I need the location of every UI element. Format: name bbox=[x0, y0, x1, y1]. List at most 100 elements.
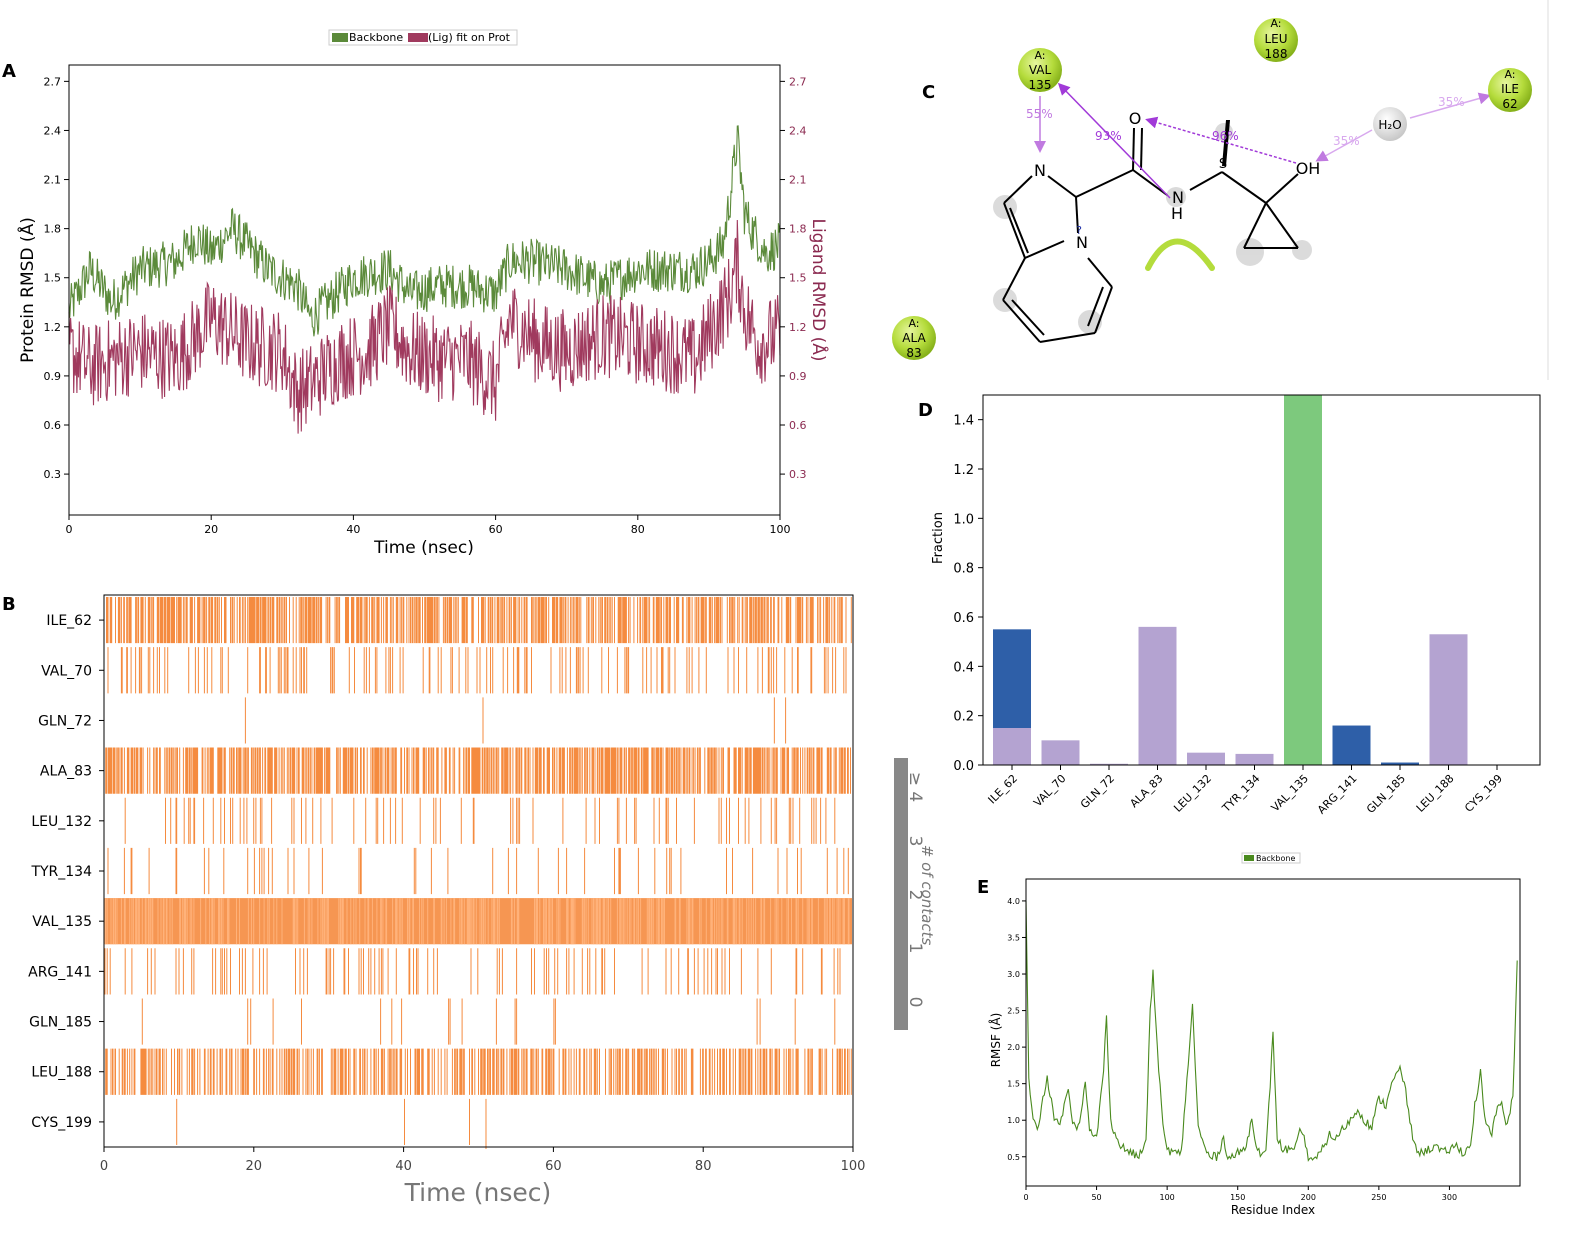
rmsd-x-tick-label: 80 bbox=[631, 523, 645, 536]
water-bridge-arrow-oh bbox=[1315, 129, 1373, 162]
rmsf-x-axis-label: Residue Index bbox=[1231, 1203, 1315, 1217]
ligand-structure bbox=[1002, 127, 1299, 343]
rmsf-x-tick-label: 300 bbox=[1442, 1193, 1457, 1202]
svg-text:A:: A: bbox=[908, 317, 919, 330]
svg-text:O: O bbox=[1129, 109, 1142, 128]
fraction-x-tick-label: CYS_199 bbox=[1462, 772, 1505, 815]
contacts-timeline: ILE_62 VAL_70 GLN_72 ALA_83 LEU_132 TYR_134 VA… bbox=[28, 594, 936, 1207]
fraction-bar bbox=[1381, 762, 1419, 765]
rmsf-x-tick-label: 200 bbox=[1301, 1193, 1316, 1202]
contacts-x-tick-label: 20 bbox=[246, 1159, 263, 1174]
fraction-bar bbox=[1429, 634, 1468, 765]
residue-leu188: A: LEU 188 bbox=[1254, 17, 1298, 62]
fraction-x-tick-label: VAL_70 bbox=[1031, 772, 1068, 809]
rmsf-y-tick-label: 4.0 bbox=[1007, 897, 1020, 906]
svg-text:?: ? bbox=[1076, 224, 1082, 237]
legend-rmsf-backbone: Backbone bbox=[1256, 854, 1295, 863]
svg-text:N: N bbox=[1034, 161, 1046, 180]
rmsd-right-tick-label: 1.8 bbox=[789, 223, 807, 236]
svg-text:LEU: LEU bbox=[1264, 32, 1287, 46]
fraction-x-tick-label: ILE_62 bbox=[986, 772, 1021, 807]
residue-label: GLN_72 bbox=[38, 713, 92, 729]
rmsd-y-tick-label: 1.2 bbox=[44, 321, 62, 334]
panel-label-b: B bbox=[2, 594, 16, 615]
svg-text:A:: A: bbox=[1034, 49, 1045, 62]
rmsf-x-tick-label: 50 bbox=[1091, 1193, 1101, 1202]
svg-text:188: 188 bbox=[1265, 47, 1288, 61]
rmsd-y-tick-label: 2.4 bbox=[44, 124, 62, 137]
legend-ligand: (Lig) fit on Prot bbox=[428, 31, 511, 44]
fraction-y-tick-label: 0.0 bbox=[953, 759, 974, 774]
contact-stripes bbox=[124, 797, 836, 844]
rmsd-right-tick-label: 1.5 bbox=[789, 272, 807, 285]
contact-stripes bbox=[105, 1048, 852, 1095]
colorbar-tick-label: 1 bbox=[905, 943, 925, 954]
svg-text:N: N bbox=[1076, 233, 1088, 252]
svg-text:H: H bbox=[1171, 204, 1183, 223]
rmsd-right-tick-label: 0.9 bbox=[789, 370, 807, 383]
svg-text:135: 135 bbox=[1029, 78, 1052, 92]
percent-val135-n: 55% bbox=[1026, 107, 1053, 121]
rmsf-y-tick-label: 0.5 bbox=[1007, 1153, 1020, 1162]
rmsd-x-tick-label: 0 bbox=[66, 523, 73, 536]
contact-stripes bbox=[176, 1098, 487, 1149]
percent-water-ile62: 35% bbox=[1438, 95, 1465, 109]
rmsd-x-tick-label: 100 bbox=[770, 523, 791, 536]
rmsf-x-tick-label: 150 bbox=[1230, 1193, 1245, 1202]
rmsd-legend: Backbone (Lig) fit on Prot bbox=[328, 29, 518, 46]
residue-label: VAL_70 bbox=[41, 663, 92, 679]
rmsd-right-tick-label: 2.7 bbox=[789, 75, 807, 88]
rmsf-y-tick-label: 2.0 bbox=[1007, 1043, 1020, 1052]
rmsd-right-tick-label: 1.2 bbox=[789, 321, 807, 334]
fraction-bar bbox=[1332, 725, 1371, 765]
residue-label: LEU_188 bbox=[31, 1065, 92, 1081]
fraction-bar bbox=[993, 629, 1031, 728]
contact-stripes bbox=[107, 647, 847, 694]
rmsf-y-tick-label: 3.5 bbox=[1007, 933, 1020, 942]
fraction-bar bbox=[1235, 753, 1274, 765]
rmsd-x-tick-label: 20 bbox=[204, 523, 218, 536]
rmsd-x-axis-label: Time (nsec) bbox=[373, 538, 474, 558]
svg-text:OH: OH bbox=[1296, 159, 1321, 178]
svg-text:83: 83 bbox=[906, 346, 921, 360]
fraction-x-tick-label: VAL_135 bbox=[1269, 772, 1311, 814]
fraction-y-tick-label: 1.0 bbox=[953, 512, 974, 527]
rmsd-series-line-1 bbox=[68, 219, 781, 434]
hbond-arrow-nh-val135 bbox=[1057, 82, 1171, 199]
fraction-y-tick-label: 0.6 bbox=[953, 611, 974, 626]
svg-text:N: N bbox=[1172, 188, 1184, 207]
percent-nh-val135: 93% bbox=[1095, 129, 1122, 143]
residue-label: VAL_135 bbox=[32, 914, 92, 930]
rmsf-y-axis-label: RMSF (Å) bbox=[988, 1013, 1003, 1068]
fraction-y-axis-label: Fraction bbox=[931, 512, 946, 564]
rmsd-series-line-0 bbox=[68, 125, 781, 337]
rmsf-legend: Backbone bbox=[1241, 852, 1301, 864]
contacts-x-tick-label: 80 bbox=[695, 1159, 712, 1174]
fraction-x-tick-label: LEU_132 bbox=[1171, 772, 1214, 815]
fraction-y-tick-label: 0.8 bbox=[953, 562, 974, 577]
rmsf-series-line bbox=[1025, 900, 1518, 1162]
fraction-x-tick-label: TYR_134 bbox=[1219, 772, 1263, 816]
colorbar-tick-label: 2 bbox=[905, 890, 925, 901]
fraction-x-tick-label: GLN_72 bbox=[1078, 772, 1117, 811]
fraction-x-tick-label: GLN_185 bbox=[1364, 772, 1408, 816]
rmsd-y-tick-label: 0.3 bbox=[44, 468, 62, 481]
svg-text:ALA: ALA bbox=[902, 331, 926, 345]
fraction-x-tick-label: ARG_141 bbox=[1315, 772, 1360, 817]
rmsd-y-tick-label: 1.8 bbox=[44, 223, 62, 236]
contacts-x-tick-label: 0 bbox=[100, 1159, 108, 1174]
rmsd-x-tick-label: 40 bbox=[346, 523, 360, 536]
colorbar-tick-label: 0 bbox=[905, 997, 925, 1008]
rmsd-left-axis-label: Protein RMSD (Å) bbox=[16, 217, 38, 363]
fraction-y-tick-label: 1.4 bbox=[953, 414, 974, 429]
residue-label: ALA_83 bbox=[40, 764, 92, 780]
contact-stripes bbox=[107, 847, 849, 895]
residue-ala83: A: ALA 83 bbox=[892, 316, 936, 360]
rmsf-x-tick-label: 100 bbox=[1160, 1193, 1175, 1202]
percent-water-oh: 35% bbox=[1333, 134, 1360, 148]
rmsd-right-axis-label: Ligand RMSD (Å) bbox=[808, 218, 830, 361]
panel-label-e: E bbox=[977, 877, 989, 898]
residue-label: ARG_141 bbox=[28, 964, 92, 980]
contacts-x-tick-label: 60 bbox=[545, 1159, 562, 1174]
rmsf-chart: Backbone 0 50 100 150 200 250 300 0.5 1.0 1.5 2.0 2… bbox=[988, 852, 1521, 1217]
